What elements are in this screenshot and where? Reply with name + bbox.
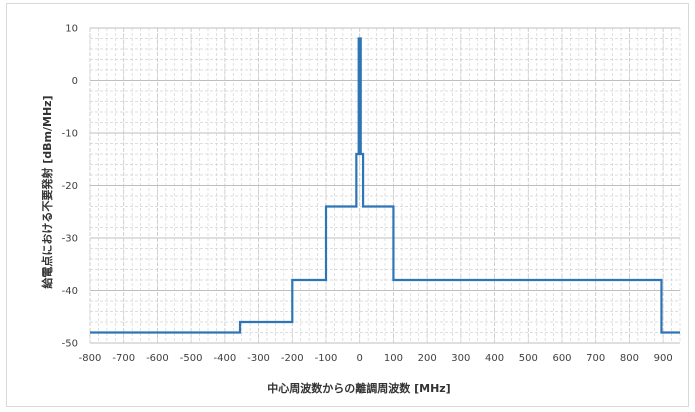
chart-frame: 10 0 -10 -20 -30 -40 -50 -800 -700 -600 -500 -400-… — [6, 3, 689, 407]
x-tick-label: 600 — [552, 353, 571, 364]
x-tick-label: -300 — [247, 353, 270, 364]
x-tick-label: 100 — [384, 353, 403, 364]
y-tick-label: -20 — [62, 181, 78, 192]
y-axis-title: 給電点における不要発射 [dBm/MHz] — [40, 95, 54, 288]
x-tick-label: 800 — [620, 353, 639, 364]
x-tick-label: -600 — [146, 353, 169, 364]
x-tick-label: 500 — [519, 353, 538, 364]
y-tick-label: -10 — [62, 129, 78, 140]
major-gridlines — [89, 27, 680, 344]
x-tick-label: -500 — [180, 353, 203, 364]
series-line — [90, 37, 680, 334]
x-tick-label: -200 — [281, 353, 304, 364]
x-tick-label: -400 — [214, 353, 237, 364]
x-tick-label: 900 — [654, 353, 673, 364]
spurious-emission-chart: 100-10-20-30-40-50 -800 -700 -600 -500 -400-… — [40, 24, 681, 395]
x-tick-label: -800 — [79, 353, 102, 364]
x-tick-label: 200 — [418, 353, 437, 364]
y-tick-label: -50 — [62, 339, 78, 350]
x-axis-title: 中心周波数からの離調周波数 [MHz] — [267, 381, 450, 395]
x-tick-labels: -800 -700 -600 -500 -400 -300 -200 -100 0 100 200 3… — [79, 353, 673, 364]
x-tick-label: 0 — [357, 353, 363, 364]
x-tick-label: 700 — [586, 353, 605, 364]
x-tick-label: -100 — [315, 353, 338, 364]
y-tick-label: 0 — [72, 76, 78, 87]
y-tick-label: -40 — [62, 286, 78, 297]
y-tick-labels: 10 0 -10 -20 -30 -40 -50 — [62, 24, 78, 350]
x-tick-label: 300 — [451, 353, 470, 364]
series-lines — [90, 37, 680, 334]
x-tick-label: -700 — [112, 353, 135, 364]
x-tick-label: 400 — [485, 353, 504, 364]
y-tick-label: -30 — [62, 234, 78, 245]
y-tick-label: 10 — [65, 24, 78, 35]
